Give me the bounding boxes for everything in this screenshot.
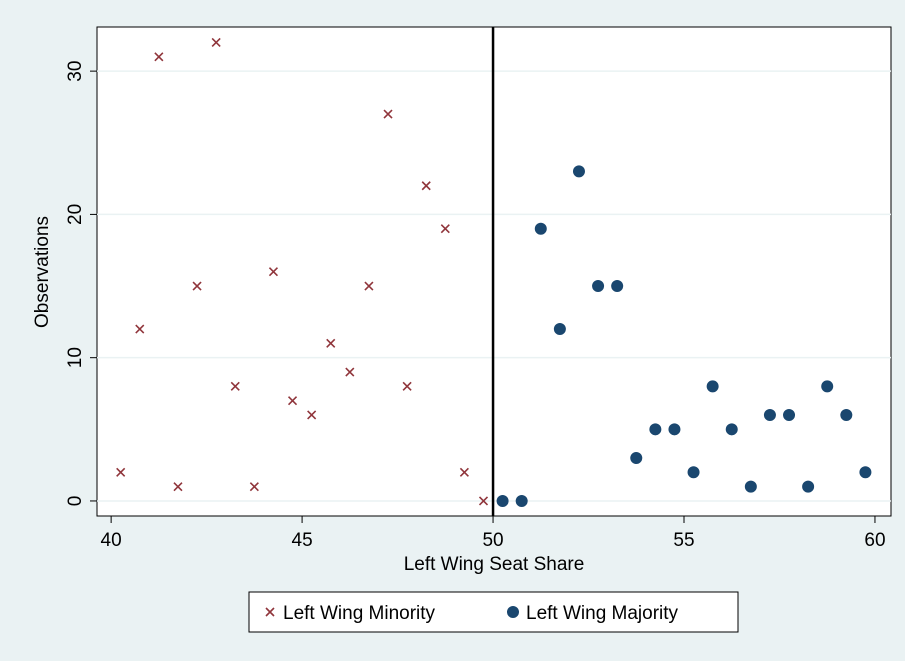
y-tick-label: 0 xyxy=(65,496,86,507)
marker-dot xyxy=(859,466,872,479)
marker-dot xyxy=(706,380,719,393)
marker-dot xyxy=(687,466,700,479)
marker-x xyxy=(326,338,336,348)
marker-x xyxy=(230,381,240,391)
marker-x xyxy=(192,281,202,291)
legend-marker xyxy=(507,606,519,618)
marker-dot xyxy=(572,165,585,178)
x-tick-label: 60 xyxy=(864,530,885,551)
x-tick-label: 40 xyxy=(101,530,122,551)
marker-dot xyxy=(668,423,681,436)
marker-dot xyxy=(553,323,566,336)
y-tick-label: 20 xyxy=(65,204,86,225)
marker-dot xyxy=(821,380,834,393)
x-tick-label: 45 xyxy=(292,530,313,551)
legend-label: Left Wing Minority xyxy=(283,603,436,624)
x-tick-label: 50 xyxy=(482,530,503,551)
marker-dot xyxy=(515,494,528,507)
marker-x xyxy=(383,109,393,119)
marker-x xyxy=(459,467,469,477)
marker-x xyxy=(154,52,164,62)
marker-x xyxy=(421,181,431,191)
marker-x xyxy=(307,410,317,420)
marker-x xyxy=(116,467,126,477)
marker-dot xyxy=(496,494,509,507)
marker-dot xyxy=(725,423,738,436)
legend-marker xyxy=(265,607,275,617)
marker-x xyxy=(364,281,374,291)
marker-dot xyxy=(763,408,776,421)
marker-dot xyxy=(783,408,796,421)
marker-x xyxy=(268,267,279,277)
marker-x xyxy=(135,324,145,334)
legend xyxy=(248,591,739,633)
y-axis-title: Observations xyxy=(32,216,53,328)
x-axis-title: Left Wing Seat Share xyxy=(404,554,585,575)
marker-dot xyxy=(802,480,815,493)
marker-dot xyxy=(534,222,547,235)
y-tick-label: 10 xyxy=(65,347,86,368)
marker-x xyxy=(287,396,298,406)
marker-dot xyxy=(630,451,643,464)
marker-x xyxy=(402,381,412,391)
marker-dot xyxy=(592,280,605,293)
marker-dot xyxy=(840,408,853,421)
marker-dot xyxy=(611,280,624,293)
legend-label: Left Wing Majority xyxy=(526,603,679,624)
y-tick-label: 30 xyxy=(65,61,86,82)
marker-x xyxy=(211,37,221,48)
marker-x xyxy=(440,224,450,234)
marker-x xyxy=(345,367,355,377)
marker-x xyxy=(478,496,489,506)
marker-dot xyxy=(649,423,662,436)
x-tick-label: 55 xyxy=(673,530,694,551)
marker-dot xyxy=(744,480,757,493)
marker-x xyxy=(173,482,183,492)
marker-x xyxy=(249,482,259,492)
